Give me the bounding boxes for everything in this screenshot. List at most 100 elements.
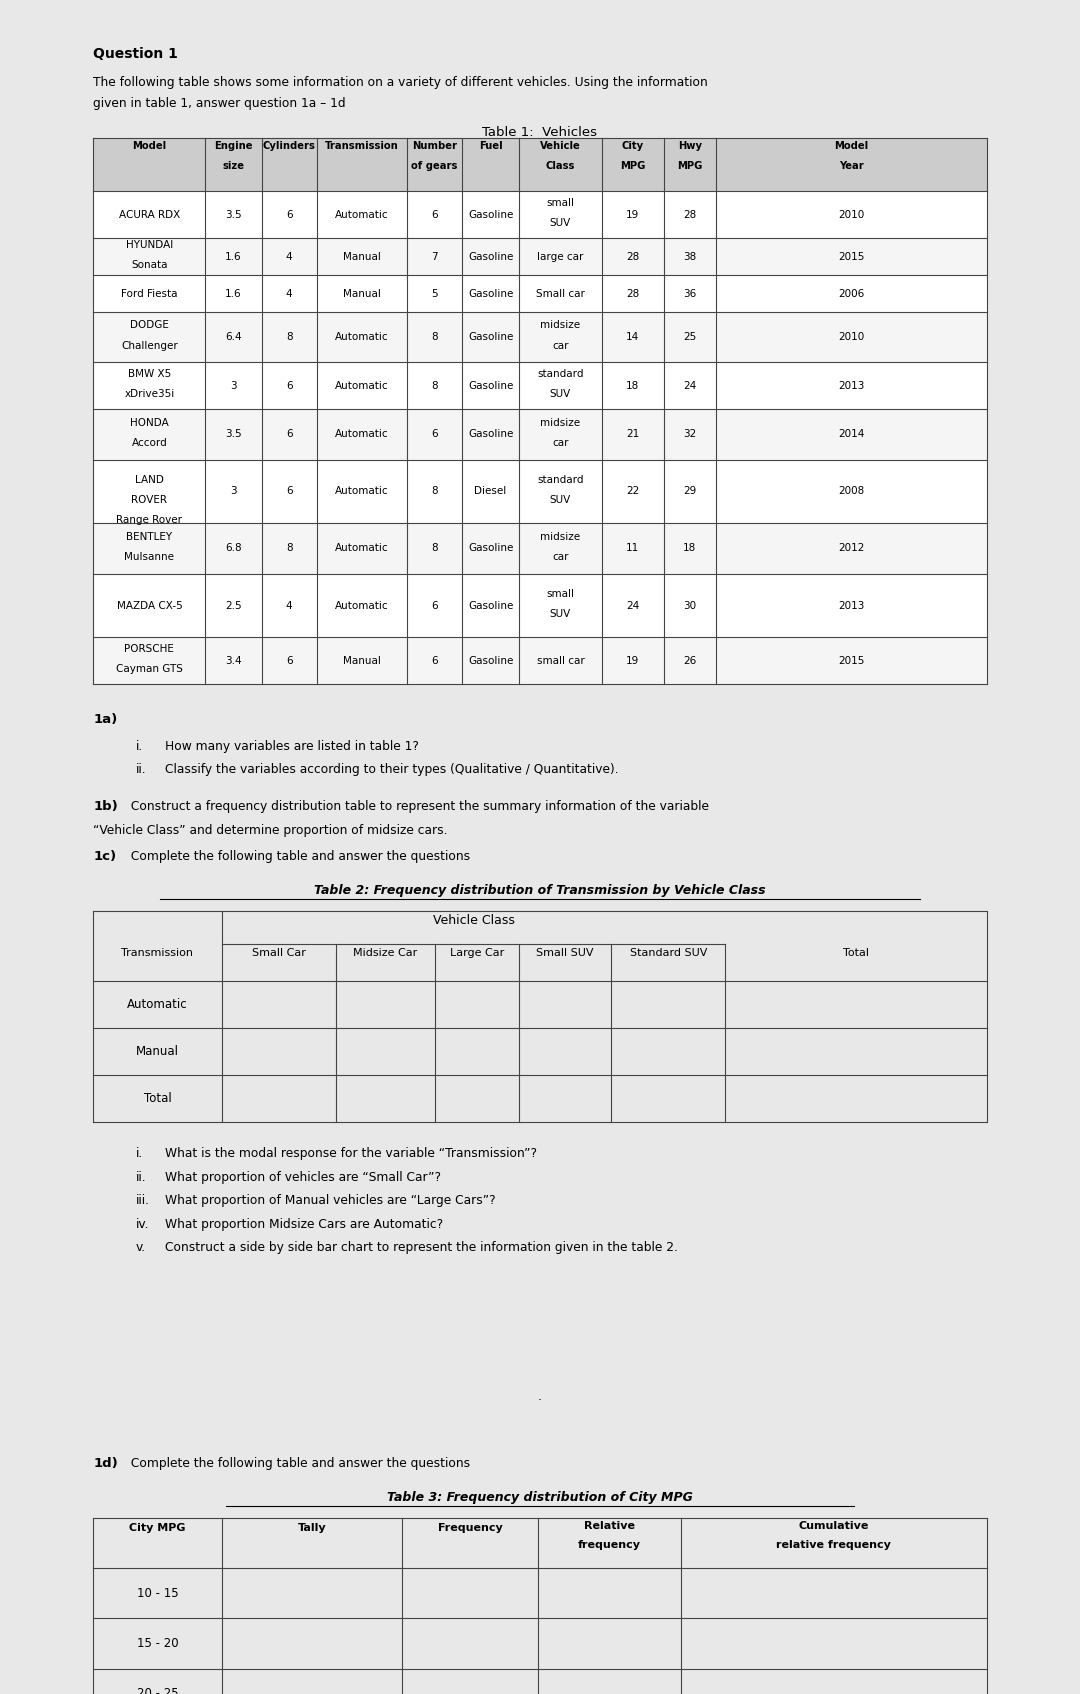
Text: 2014: 2014 [838,430,864,439]
Bar [93,312,987,363]
Text: 21: 21 [626,430,639,439]
Text: car: car [552,552,569,562]
Text: Cumulative: Cumulative [798,1521,869,1531]
Text: 8: 8 [431,544,437,554]
Text: Automatic: Automatic [335,430,389,439]
Text: small: small [546,198,575,208]
Text: Automatic: Automatic [335,486,389,496]
Text: Small Car: Small Car [252,947,306,957]
Bar [93,523,987,574]
Text: 2.5: 2.5 [226,600,242,610]
Text: Model: Model [133,141,166,151]
Text: Small car: Small car [536,288,585,298]
Text: midsize: midsize [540,418,580,427]
Text: How many variables are listed in table 1?: How many variables are listed in table 1… [164,740,418,752]
Text: Complete the following table and answer the questions: Complete the following table and answer … [126,850,470,864]
Text: Construct a frequency distribution table to represent the summary information of: Construct a frequency distribution table… [126,800,708,813]
Text: 6: 6 [286,430,293,439]
Text: Manual: Manual [136,1045,179,1059]
Text: 1b): 1b) [93,800,118,813]
Text: Gasoline: Gasoline [468,656,513,666]
Text: 38: 38 [683,252,697,261]
Text: “Vehicle Class” and determine proportion of midsize cars.: “Vehicle Class” and determine proportion… [93,823,448,837]
Text: 26: 26 [683,656,697,666]
Text: 8: 8 [431,381,437,391]
Text: Automatic: Automatic [335,332,389,342]
Bar [93,363,987,410]
Text: BENTLEY: BENTLEY [126,532,173,542]
Text: size: size [222,161,244,171]
Text: City: City [622,141,644,151]
Text: standard: standard [537,369,583,379]
Text: 2008: 2008 [838,486,864,496]
Text: Year: Year [839,161,864,171]
Text: MAZDA CX-5: MAZDA CX-5 [117,600,183,610]
Text: HYUNDAI: HYUNDAI [125,241,173,251]
Text: Small SUV: Small SUV [537,947,594,957]
Text: 2010: 2010 [838,210,864,220]
Text: large car: large car [537,252,583,261]
Text: SUV: SUV [550,495,571,505]
Text: iii.: iii. [136,1194,150,1208]
Text: Model: Model [834,141,868,151]
Text: 2013: 2013 [838,381,864,391]
Text: Class: Class [545,161,576,171]
Text: 6: 6 [431,656,437,666]
Text: of gears: of gears [411,161,458,171]
Text: standard: standard [537,474,583,484]
Text: .: . [538,1391,542,1403]
Text: Table 2: Frequency distribution of Transmission by Vehicle Class: Table 2: Frequency distribution of Trans… [314,884,766,896]
Text: SUV: SUV [550,219,571,229]
Text: Gasoline: Gasoline [468,332,513,342]
Text: Gasoline: Gasoline [468,210,513,220]
Text: 3: 3 [230,381,237,391]
Text: 6: 6 [286,656,293,666]
Text: car: car [552,437,569,447]
Bar [93,137,987,191]
Text: 5: 5 [431,288,437,298]
Text: SUV: SUV [550,390,571,400]
Bar [93,239,987,274]
Text: 3.4: 3.4 [226,656,242,666]
Text: 11: 11 [626,544,639,554]
Text: midsize: midsize [540,532,580,542]
Text: i.: i. [136,1147,144,1160]
Text: 28: 28 [626,288,639,298]
Text: Frequency: Frequency [437,1523,502,1533]
Text: 8: 8 [286,332,293,342]
Text: small car: small car [537,656,584,666]
Text: The following table shows some information on a variety of different vehicles. U: The following table shows some informati… [93,76,708,88]
Text: 3.5: 3.5 [226,210,242,220]
Text: ii.: ii. [136,1171,147,1184]
Text: BMW X5: BMW X5 [127,369,171,379]
Text: Table 1:  Vehicles: Table 1: Vehicles [483,125,597,139]
Text: What proportion of Manual vehicles are “Large Cars”?: What proportion of Manual vehicles are “… [164,1194,496,1208]
Text: 28: 28 [683,210,697,220]
Text: Manual: Manual [342,288,381,298]
Text: 1c): 1c) [93,850,117,864]
Text: Diesel: Diesel [474,486,507,496]
Text: City MPG: City MPG [130,1523,186,1533]
Text: Number: Number [411,141,457,151]
Text: 4: 4 [286,600,293,610]
Text: Gasoline: Gasoline [468,600,513,610]
Text: Hwy: Hwy [677,141,702,151]
Text: 20 - 25: 20 - 25 [137,1687,178,1694]
Text: 10 - 15: 10 - 15 [137,1587,178,1599]
Text: 6: 6 [431,430,437,439]
Text: LAND: LAND [135,474,164,484]
Text: 6: 6 [431,210,437,220]
Text: Engine: Engine [214,141,253,151]
Text: Total: Total [843,947,869,957]
Text: 6.4: 6.4 [226,332,242,342]
Text: 3.5: 3.5 [226,430,242,439]
Text: given in table 1, answer question 1a – 1d: given in table 1, answer question 1a – 1… [93,97,346,110]
Text: 1a): 1a) [93,713,118,725]
Text: SUV: SUV [550,608,571,618]
Text: 3: 3 [230,486,237,496]
Text: Manual: Manual [342,252,381,261]
Text: Transmission: Transmission [121,947,193,957]
Text: small: small [546,590,575,598]
Text: 29: 29 [683,486,697,496]
Bar [93,459,987,523]
